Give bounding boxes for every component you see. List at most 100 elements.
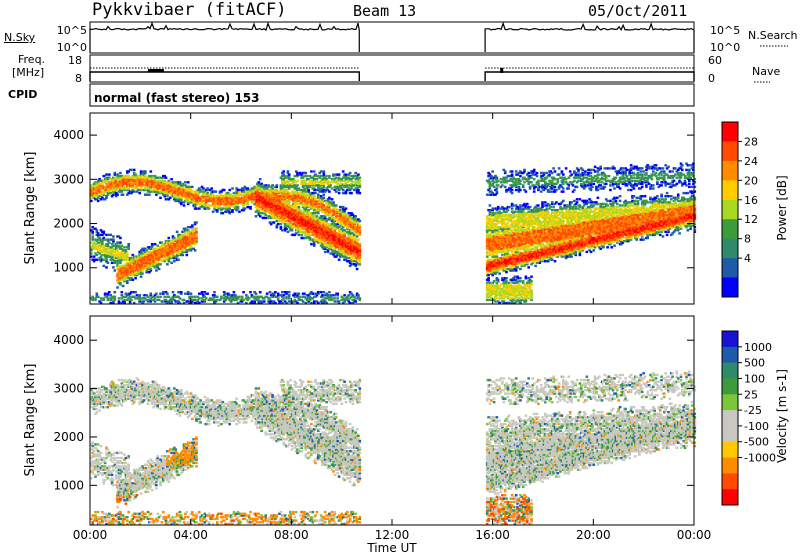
data-cell	[275, 219, 279, 223]
data-cell	[138, 272, 141, 275]
data-cell	[117, 277, 121, 280]
data-cell	[119, 267, 122, 271]
data-cell	[301, 300, 305, 303]
data-cell	[123, 246, 126, 249]
data-cell	[112, 249, 115, 252]
data-cell	[126, 277, 129, 280]
data-cell	[258, 212, 262, 215]
data-cell	[157, 256, 161, 260]
data-cell	[323, 250, 327, 254]
data-cell	[102, 298, 106, 302]
data-cell	[116, 261, 119, 264]
data-cell	[152, 176, 155, 179]
data-cell	[138, 258, 141, 261]
data-cell	[329, 184, 333, 187]
data-cell	[90, 191, 93, 195]
freq-right-tick-bottom: 0	[708, 72, 715, 85]
data-cell	[322, 291, 326, 294]
data-cell	[164, 256, 168, 260]
data-cell	[149, 269, 153, 272]
data-cell	[164, 241, 168, 244]
data-cell	[168, 241, 172, 244]
data-cell	[155, 185, 158, 189]
data-cell	[116, 250, 119, 254]
data-cell	[123, 174, 126, 178]
data-cell	[92, 260, 96, 263]
data-cell	[159, 181, 162, 184]
data-cell	[131, 260, 135, 263]
data-cell	[121, 181, 125, 184]
data-cell	[117, 184, 121, 187]
data-cell	[110, 256, 114, 260]
data-cell	[282, 294, 285, 297]
data-cell	[242, 291, 245, 294]
data-cell	[163, 260, 166, 263]
nave-label: Nave	[752, 65, 781, 78]
data-cell	[114, 247, 118, 250]
data-cell	[138, 179, 141, 182]
data-cell	[109, 184, 112, 187]
data-cell	[162, 184, 165, 187]
data-cell	[159, 247, 162, 250]
data-cell	[103, 178, 107, 181]
data-cell	[141, 264, 144, 268]
data-cell	[135, 264, 139, 268]
data-cell	[297, 233, 301, 237]
data-cell	[160, 241, 164, 244]
data-cell	[157, 253, 161, 257]
data-cell	[91, 191, 94, 195]
beam-title: Beam 13	[353, 2, 417, 20]
data-cell	[109, 187, 112, 190]
data-cell	[142, 247, 146, 250]
data-cell	[157, 249, 161, 252]
data-cell	[495, 297, 499, 300]
data-cell	[160, 246, 164, 249]
data-cell	[113, 298, 117, 302]
data-cell	[164, 187, 168, 190]
data-cell	[117, 174, 121, 178]
data-cell	[153, 264, 157, 268]
data-cell	[168, 301, 172, 305]
data-cell	[124, 249, 128, 252]
data-cell	[126, 280, 129, 283]
data-cell	[177, 258, 180, 261]
data-cell	[109, 185, 112, 189]
freq-blip	[147, 69, 164, 72]
data-cell	[124, 277, 128, 280]
data-cell	[145, 193, 148, 196]
data-cell	[337, 300, 341, 303]
data-cell	[144, 170, 147, 173]
data-cell	[168, 182, 172, 185]
data-cell	[119, 252, 122, 255]
data-cell	[177, 252, 180, 255]
data-cell	[177, 301, 180, 305]
data-cell	[495, 255, 499, 258]
data-cell	[282, 297, 285, 300]
data-cell	[142, 261, 146, 264]
data-cell	[98, 252, 101, 255]
data-cell	[156, 253, 159, 257]
data-cell	[144, 193, 147, 196]
data-cell	[260, 300, 263, 303]
data-cell	[139, 275, 143, 278]
data-cell	[90, 255, 93, 258]
data-cell	[150, 255, 154, 258]
data-cell	[134, 185, 137, 189]
data-cell	[492, 185, 496, 189]
data-cell	[166, 295, 169, 298]
data-cell	[109, 191, 112, 195]
data-cell	[120, 297, 124, 300]
data-cell	[153, 297, 157, 300]
data-cell	[174, 300, 177, 303]
data-cell	[116, 267, 119, 271]
data-cell	[144, 252, 147, 255]
data-cell	[141, 269, 144, 272]
data-cell	[163, 255, 166, 258]
data-cell	[96, 188, 100, 192]
data-cell	[110, 184, 114, 187]
data-cell	[171, 298, 175, 302]
data-cell	[130, 178, 133, 181]
data-cell	[139, 255, 143, 258]
data-cell	[127, 272, 130, 275]
data-cell	[135, 261, 139, 264]
